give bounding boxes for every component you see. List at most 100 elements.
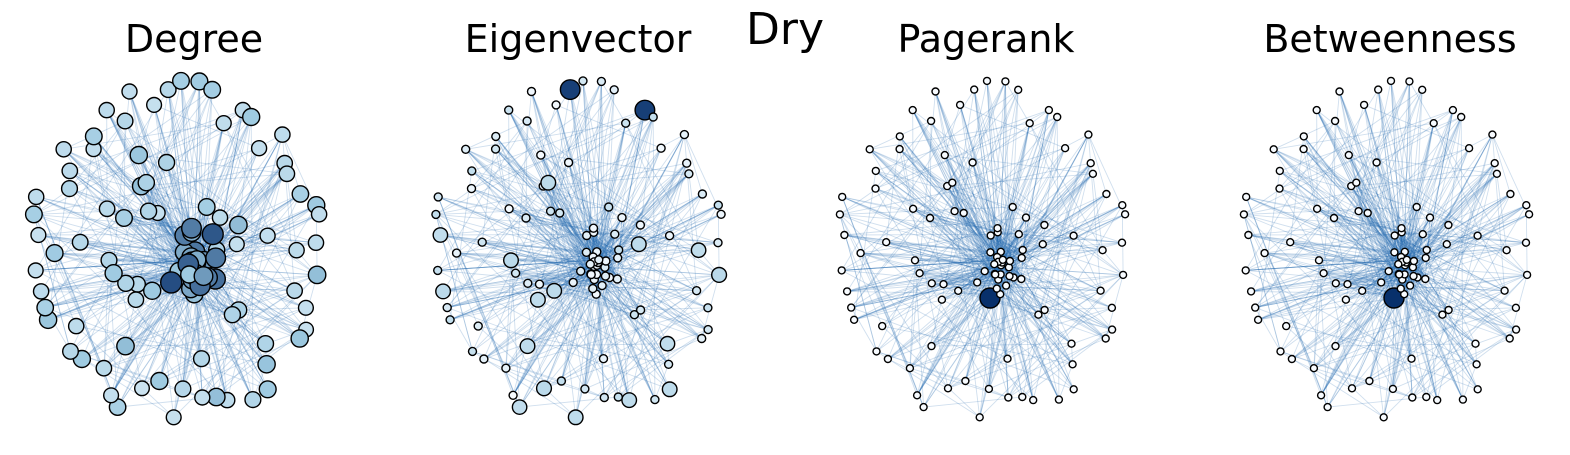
edge — [1279, 170, 1368, 214]
edge — [1279, 170, 1402, 289]
edge — [1425, 110, 1454, 258]
edge — [495, 148, 544, 187]
node — [1505, 334, 1514, 343]
edge — [1422, 233, 1527, 244]
node — [1040, 220, 1049, 230]
edge — [603, 163, 688, 359]
edge — [1021, 148, 1066, 259]
edge — [882, 325, 1073, 365]
network-eigenvector — [431, 76, 728, 426]
edge — [869, 149, 1023, 398]
node — [203, 80, 222, 99]
edge — [465, 148, 607, 262]
edge — [1339, 91, 1414, 268]
edge — [199, 81, 297, 251]
edge — [41, 290, 195, 295]
edge — [1246, 196, 1414, 268]
edge — [1000, 147, 1066, 253]
edge — [238, 224, 295, 291]
edge — [1347, 261, 1403, 285]
edge — [1273, 122, 1434, 150]
edge — [1401, 227, 1511, 339]
edges — [435, 80, 722, 418]
edge — [1000, 264, 1113, 309]
edge — [1351, 261, 1403, 389]
edge — [495, 149, 545, 389]
edge — [842, 196, 1010, 268]
edge — [1403, 193, 1511, 261]
edge — [456, 252, 521, 408]
edge — [1351, 307, 1517, 389]
edge — [495, 136, 598, 266]
edge — [540, 154, 720, 276]
node — [307, 265, 327, 285]
edge — [584, 244, 640, 390]
node — [1421, 274, 1430, 284]
edge — [141, 173, 287, 187]
edge — [527, 343, 668, 347]
edge — [1279, 116, 1462, 190]
node — [146, 96, 163, 114]
edge — [1425, 235, 1478, 259]
edge — [1404, 224, 1449, 253]
edge — [929, 217, 1023, 251]
edge — [1022, 110, 1050, 251]
node — [433, 265, 443, 276]
node — [546, 282, 563, 299]
edge — [1397, 123, 1435, 265]
edge — [215, 278, 307, 309]
edge — [1358, 211, 1395, 299]
node — [1260, 248, 1269, 258]
edge — [286, 173, 298, 251]
node — [1438, 310, 1447, 319]
edge — [438, 196, 610, 278]
edge — [1412, 266, 1517, 330]
edge — [617, 257, 671, 390]
edge — [1323, 251, 1405, 274]
edge — [593, 265, 720, 276]
edge — [875, 120, 932, 189]
edge — [543, 307, 709, 389]
edge — [593, 231, 619, 259]
edge — [929, 217, 1001, 275]
edge — [1356, 147, 1470, 184]
edge — [1092, 173, 1104, 251]
edge — [1345, 273, 1399, 301]
edge — [1393, 81, 1410, 253]
edge — [1351, 173, 1497, 187]
node — [1044, 105, 1054, 115]
edge — [618, 110, 646, 251]
node — [45, 244, 64, 263]
edge — [875, 170, 999, 263]
edge — [899, 136, 991, 253]
node — [32, 283, 50, 300]
edge — [1335, 251, 1405, 284]
edge — [876, 350, 966, 382]
edge — [919, 272, 1007, 287]
edge — [495, 148, 616, 235]
edge — [1243, 206, 1417, 215]
node — [663, 359, 674, 369]
edge — [44, 182, 147, 308]
edge — [876, 81, 1006, 352]
edge — [990, 217, 1027, 253]
edge — [495, 148, 597, 261]
node — [194, 389, 211, 406]
node — [1432, 395, 1442, 405]
edge — [512, 259, 597, 396]
edge — [916, 259, 1001, 396]
edge — [851, 281, 978, 309]
edge — [1413, 224, 1449, 262]
edge — [1264, 182, 1357, 254]
node — [432, 227, 449, 243]
panel-betweenness: Betweenness — [1194, 0, 1570, 455]
edge — [1380, 264, 1406, 283]
edge — [1426, 110, 1454, 251]
edge — [1409, 81, 1507, 251]
edge — [1250, 233, 1423, 292]
edge — [1021, 134, 1089, 398]
node — [510, 268, 521, 278]
node — [502, 252, 519, 269]
edge — [1403, 259, 1479, 390]
